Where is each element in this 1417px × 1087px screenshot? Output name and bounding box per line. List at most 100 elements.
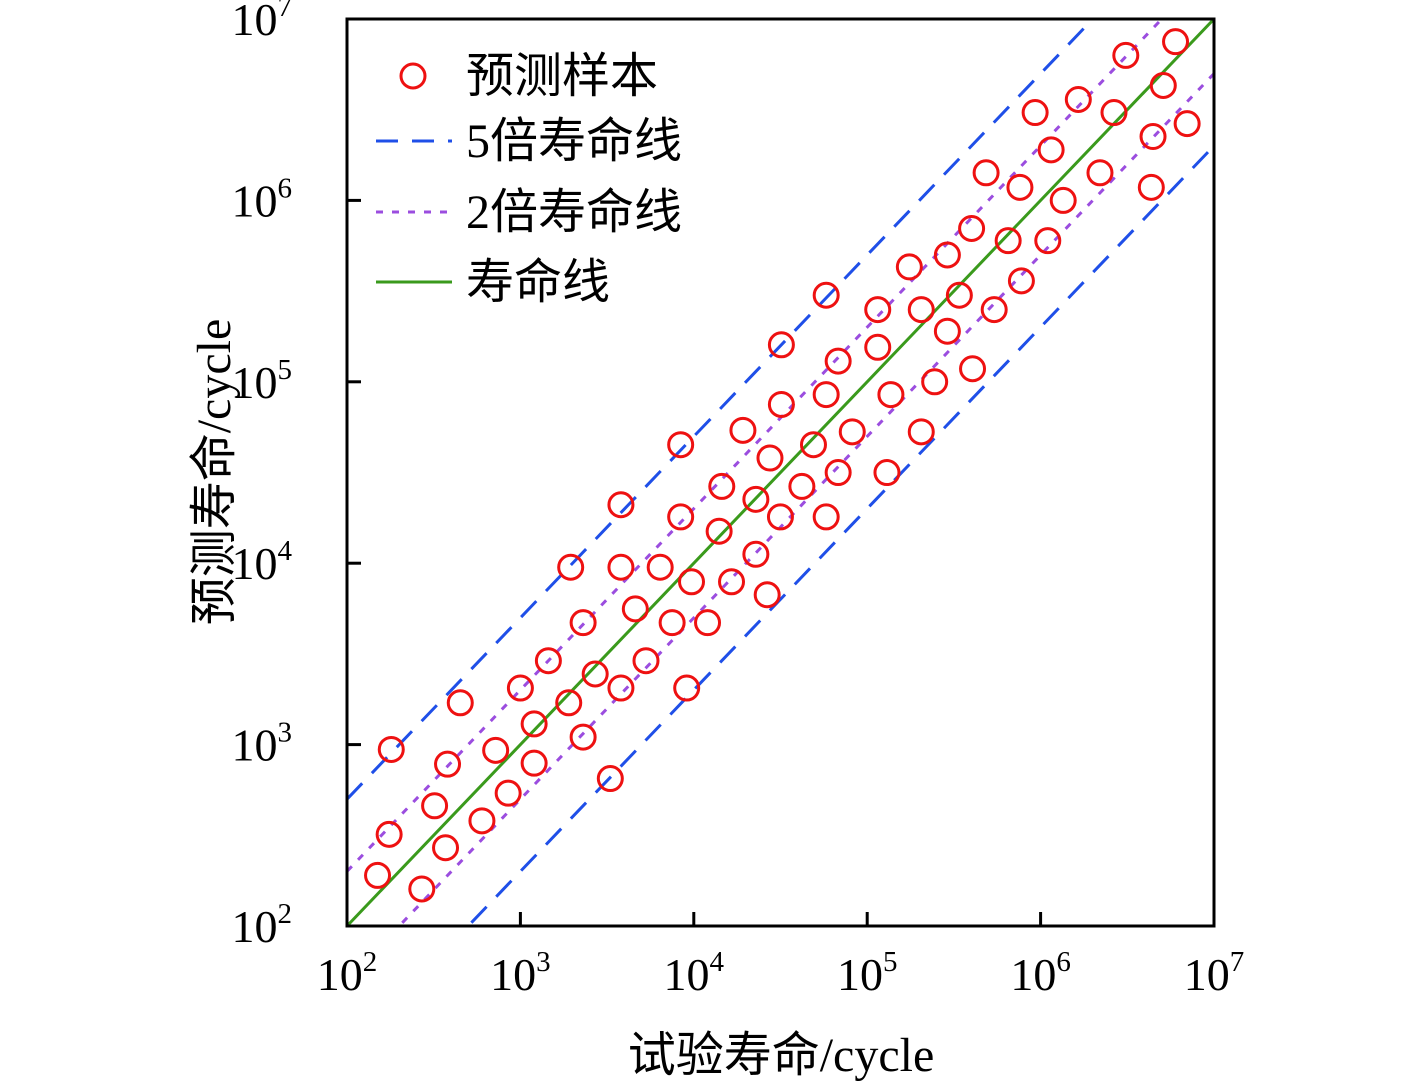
x-tick-label: 103	[490, 946, 551, 1000]
data-point	[812, 503, 840, 531]
ref-line-band5	[347, 19, 1095, 801]
data-point	[788, 472, 816, 500]
y-tick-label: 107	[232, 0, 293, 45]
data-point	[621, 595, 649, 623]
data-point	[646, 553, 674, 581]
plot-frame	[345, 17, 1216, 928]
data-point	[408, 875, 436, 903]
x-tick-label: 105	[837, 946, 898, 1000]
data-point	[607, 553, 635, 581]
data-point	[632, 647, 660, 675]
data-point	[667, 431, 695, 459]
legend-label-band2: 2倍寿命线	[466, 186, 682, 239]
data-point	[705, 517, 733, 545]
legend: 预测样本 5倍寿命线 2倍寿命线 寿命线	[376, 50, 682, 309]
data-point	[945, 281, 973, 309]
legend-item-band2: 2倍寿命线	[376, 186, 682, 239]
data-point	[569, 723, 597, 751]
data-point	[607, 491, 635, 519]
legend-label-band5: 5倍寿命线	[466, 115, 682, 168]
data-point	[520, 710, 548, 738]
data-point	[980, 296, 1008, 324]
data-point	[1139, 123, 1167, 151]
data-point	[958, 214, 986, 242]
data-point	[494, 779, 522, 807]
data-point	[708, 472, 736, 500]
data-point	[446, 689, 474, 717]
data-point	[766, 503, 794, 531]
data-point	[753, 581, 781, 609]
data-point	[569, 609, 597, 637]
legend-item-life: 寿命线	[376, 256, 610, 309]
legend-item-band5: 5倍寿命线	[376, 115, 682, 168]
data-point	[1112, 41, 1140, 69]
data-point	[506, 674, 534, 702]
data-point	[678, 568, 706, 596]
data-point	[767, 390, 795, 418]
data-point	[921, 368, 949, 396]
y-tick-label: 105	[232, 354, 293, 408]
data-point	[673, 674, 701, 702]
data-point	[1086, 159, 1114, 187]
data-point	[812, 281, 840, 309]
legend-marker-circle	[399, 62, 427, 90]
data-point	[1006, 173, 1034, 201]
y-tick-label: 102	[232, 898, 293, 952]
data-point	[895, 253, 923, 281]
data-point	[1173, 110, 1201, 138]
data-point	[1037, 136, 1065, 164]
ref-line-band5	[466, 144, 1214, 926]
data-point	[824, 347, 852, 375]
data-point	[421, 792, 449, 820]
legend-label-samples: 预测样本	[466, 50, 658, 103]
data-point	[482, 736, 510, 764]
data-point	[557, 553, 585, 581]
x-tick-label: 106	[1010, 946, 1071, 1000]
x-tick-label: 107	[1184, 946, 1245, 1000]
data-point	[1007, 267, 1035, 295]
data-point	[1064, 85, 1092, 113]
data-point	[375, 820, 403, 848]
y-tick-label: 106	[232, 172, 293, 226]
y-tick-label: 103	[232, 717, 293, 771]
data-point	[534, 647, 562, 675]
data-point	[607, 674, 635, 702]
ref-line-life	[347, 19, 1214, 926]
data-point	[596, 765, 624, 793]
legend-label-life: 寿命线	[466, 256, 610, 309]
data-point	[1149, 71, 1177, 99]
data-point	[799, 431, 827, 459]
y-axis-ticks: 102 103 104 105 106 107	[232, 0, 361, 952]
data-point	[824, 459, 852, 487]
data-point	[377, 735, 405, 763]
x-axis-title: 试验寿命/cycle	[628, 1029, 935, 1082]
data-point	[468, 807, 496, 835]
data-point	[838, 418, 866, 446]
data-point	[667, 503, 695, 531]
data-points	[364, 28, 1201, 903]
data-point	[767, 331, 795, 359]
data-point	[742, 540, 770, 568]
data-point	[933, 317, 961, 345]
x-tick-label: 102	[317, 946, 378, 1000]
data-point	[1021, 99, 1049, 127]
data-point	[694, 609, 722, 637]
y-tick-label: 104	[232, 535, 293, 589]
data-point	[933, 241, 961, 269]
data-point	[432, 834, 460, 862]
data-point	[555, 689, 583, 717]
data-point	[756, 444, 784, 472]
data-point	[581, 660, 609, 688]
data-point	[1162, 28, 1190, 56]
data-point	[864, 333, 892, 361]
data-point	[729, 416, 757, 444]
data-point	[959, 355, 987, 383]
data-point	[1049, 186, 1077, 214]
data-point	[877, 381, 905, 409]
data-point	[864, 296, 892, 324]
data-point	[873, 459, 901, 487]
data-point	[972, 159, 1000, 187]
data-point	[742, 485, 770, 513]
data-point	[718, 568, 746, 596]
